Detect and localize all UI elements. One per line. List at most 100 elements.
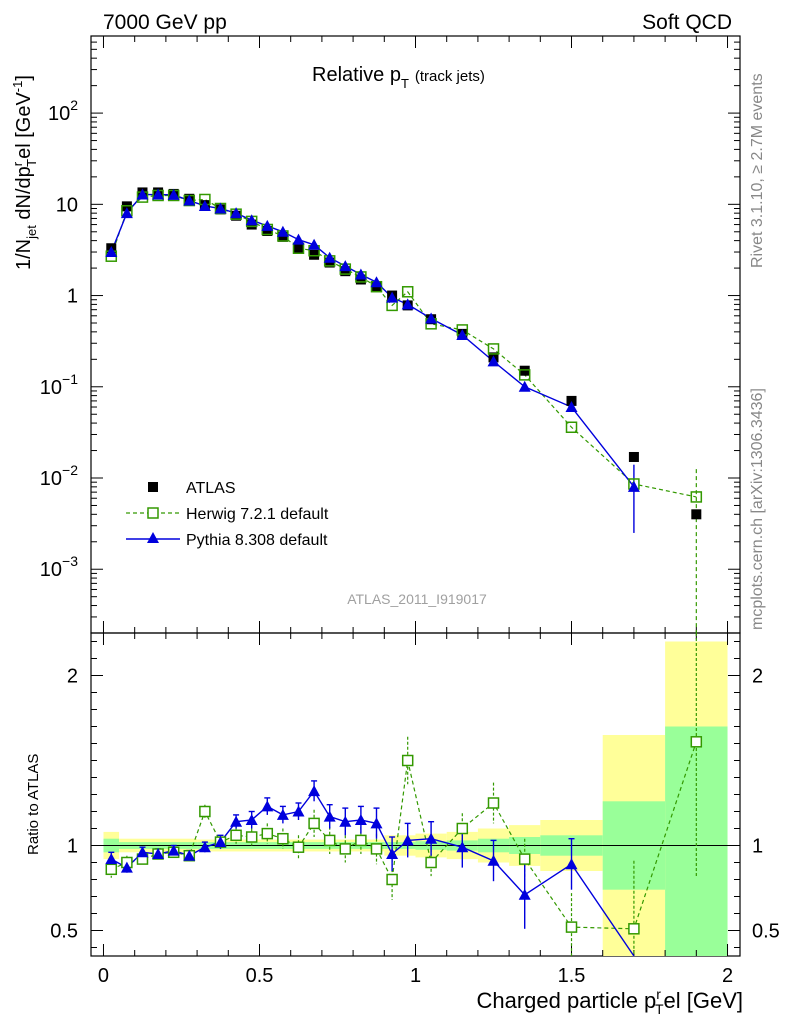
data-point-pythia [323, 251, 336, 263]
ratio-point-herwig [245, 831, 258, 843]
data-point-atlas [519, 365, 530, 376]
y-tick-label: 10 [56, 194, 78, 216]
data-point-herwig [401, 286, 414, 298]
x-tick-label: 0.5 [246, 965, 274, 987]
ratio-point-herwig [199, 805, 211, 818]
y-label-sup-2: r [10, 161, 25, 166]
y-tick-label-base: 10 [40, 377, 62, 399]
data-point-pythia [245, 214, 258, 226]
data-point-pythia [183, 194, 196, 206]
ratio-point-pythia [386, 848, 399, 859]
plot-title-suffix: (track jets) [415, 68, 485, 85]
ratio-point-herwig [370, 843, 383, 855]
data-point-pythia [339, 260, 352, 272]
y-tick-label: 10−1 [40, 371, 78, 399]
data-point-atlas [628, 451, 639, 462]
ratio-point-herwig [401, 754, 414, 767]
data-point-herwig [690, 491, 703, 503]
ratio-point-herwig [386, 873, 398, 886]
header-category-label: Soft QCD [642, 11, 732, 34]
y-tick-label: 1 [67, 286, 78, 308]
mcplots-side-label: mcplots.cern.ch [arXiv:1306.3436] [749, 388, 766, 630]
data-point-atlas [566, 395, 577, 406]
ratio-point-herwig [425, 856, 437, 869]
series-line-pythia [110, 193, 635, 488]
data-point-pythia [292, 233, 305, 245]
y-tick-label-exponent: −2 [62, 462, 78, 478]
data-point-pythia [136, 188, 149, 200]
y-label-sub-1: jet [24, 225, 39, 240]
ratio-point-pythia [308, 785, 321, 797]
ratio-point-pythia [370, 817, 383, 829]
y-tick-label-exponent: −1 [62, 371, 78, 387]
analysis-watermark: ATLAS_2011_I919017 [347, 591, 487, 607]
ratio-point-herwig [323, 834, 336, 847]
ratio-point-pythia [354, 814, 367, 825]
plot-title: Relative pT (track jets) [312, 64, 485, 91]
ratio-point-pythia [152, 848, 165, 859]
ratio-point-pythia [245, 814, 258, 825]
plot-title-sub: T [401, 76, 409, 91]
ratio-y-tick-label-left: 1 [67, 836, 78, 858]
y-tick-label-base: 1 [67, 286, 78, 308]
legend-marker-herwig [147, 507, 159, 519]
data-point-atlas [309, 249, 320, 260]
data-point-atlas [293, 243, 304, 254]
header-energy-label: 7000 GeV pp [103, 11, 227, 34]
ratio-point-pythia [136, 846, 149, 858]
ratio-point-pythia [401, 834, 414, 846]
ratio-point-herwig [339, 843, 352, 855]
legend-label-herwig: Herwig 7.2.1 default [186, 506, 329, 523]
data-point-pythia [276, 225, 289, 237]
x-label-sup: r [656, 986, 661, 1002]
x-label-main: Charged particle p [477, 988, 657, 1013]
x-axis-label: Charged particle pr Tel [GeV] [477, 986, 744, 1017]
y-label-part-2: dN/dp [13, 166, 35, 225]
top-y-axis-label: 1/Njet dN/dprTel [GeV-1] [10, 75, 39, 270]
data-point-pythia [354, 268, 367, 280]
data-point-pythia [456, 328, 469, 340]
data-point-atlas [340, 266, 351, 277]
ratio-point-pythia [198, 841, 211, 853]
legend-label-atlas: ATLAS [186, 480, 236, 497]
ratio-point-pythia [518, 888, 531, 900]
rivet-side-label: Rivet 3.1.10, ≥ 2.7M events [749, 73, 766, 268]
y-label-sub-2: T [24, 159, 39, 167]
ratio-point-pythia [425, 832, 438, 844]
ratio-y-tick-label-left: 2 [67, 666, 78, 688]
data-point-pythia [261, 219, 274, 231]
ratio-point-herwig [308, 817, 320, 830]
data-point-pythia [627, 480, 640, 492]
ratio-line-pythia [110, 789, 635, 957]
data-point-pythia [487, 355, 500, 367]
ratio-axis-ticks: 0.5 0.5 1 1 2 2 0 0.5 1 1.5 2 [50, 633, 780, 987]
ratio-point-herwig [487, 797, 500, 809]
y-tick-label: 10−3 [40, 553, 78, 581]
data-point-pythia [401, 298, 414, 310]
x-tick-label: 0 [98, 965, 109, 987]
top-data-marks [105, 187, 703, 633]
ratio-point-herwig [261, 827, 274, 840]
data-point-herwig [487, 343, 500, 355]
ratio-point-pythia [183, 849, 196, 861]
ratio-point-herwig [292, 841, 305, 853]
ratio-point-pythia [261, 800, 274, 812]
ratio-point-pythia [120, 861, 133, 873]
ratio-point-herwig [565, 921, 578, 933]
legend-label-pythia: Pythia 8.308 default [186, 532, 328, 549]
ratio-point-herwig [105, 863, 118, 876]
y-tick-label-base: 10 [40, 468, 62, 490]
ratio-point-pythia [105, 853, 118, 865]
y-label-part-4: ] [13, 75, 35, 81]
y-tick-label-base: 10 [56, 194, 78, 216]
legend: ATLAS Herwig 7.2.1 default Pythia 8.308 … [126, 480, 329, 549]
ratio-point-herwig [690, 736, 703, 748]
data-point-pythia [105, 246, 118, 258]
ratio-point-pythia [214, 836, 227, 848]
y-label-part-3: el [GeV [13, 92, 35, 159]
x-tick-label: 1 [410, 965, 421, 987]
y-tick-label-base: 10 [48, 103, 70, 125]
data-point-pythia [167, 188, 180, 200]
